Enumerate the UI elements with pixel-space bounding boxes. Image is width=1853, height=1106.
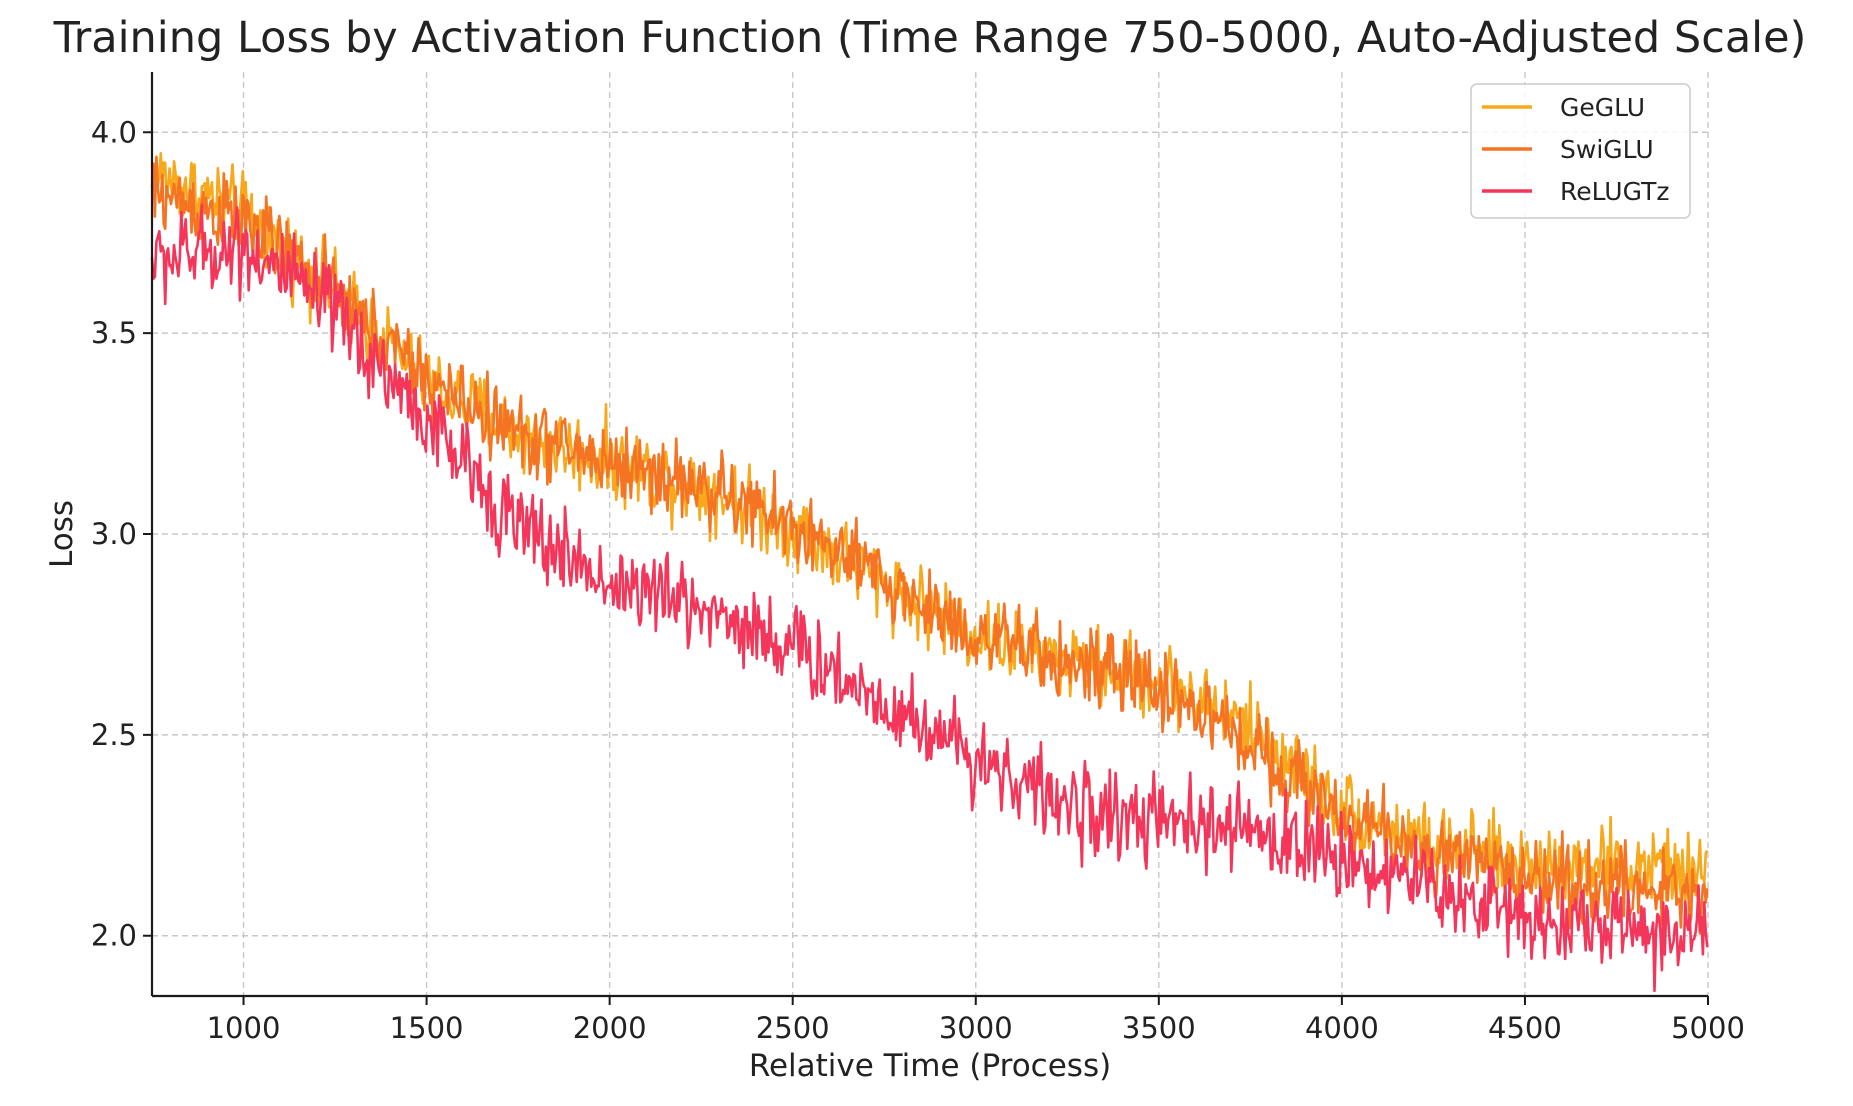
x-axis-label: Relative Time (Process)	[749, 1048, 1111, 1084]
legend-label-swiglu: SwiGLU	[1560, 135, 1654, 164]
y-tick-label: 2.5	[91, 718, 137, 752]
x-tick-label: 3000	[939, 1011, 1013, 1045]
x-tick-label: 1500	[390, 1011, 464, 1045]
ticks-layer: 1000 1500 2000 2500 3000 3500 4000 4500 5000 2.0 2…	[91, 115, 1745, 1045]
chart-title: Training Loss by Activation Function (Ti…	[53, 13, 1807, 63]
legend: GeGLU SwiGLU ReLUGTz	[1470, 83, 1691, 219]
series-line-geglu	[150, 152, 1709, 913]
x-tick-label: 5000	[1671, 1011, 1745, 1045]
legend-label-geglu: GeGLU	[1560, 93, 1645, 122]
x-tick-label: 1000	[207, 1011, 281, 1045]
legend-label-relugtz: ReLUGTz	[1560, 177, 1670, 206]
x-tick-label: 3500	[1122, 1011, 1196, 1045]
y-axis-label: Loss	[44, 500, 80, 568]
grid-layer	[152, 72, 1709, 996]
series-layer	[150, 152, 1709, 993]
y-tick-label: 4.0	[91, 115, 137, 149]
series-line-relugtz	[150, 203, 1709, 993]
y-tick-label: 3.5	[91, 316, 137, 350]
y-tick-label: 2.0	[91, 919, 137, 953]
x-tick-label: 2500	[756, 1011, 830, 1045]
x-tick-label: 4000	[1305, 1011, 1379, 1045]
y-tick-label: 3.0	[91, 517, 137, 551]
x-tick-label: 2000	[573, 1011, 647, 1045]
legend-box	[1470, 83, 1691, 219]
x-tick-label: 4500	[1488, 1011, 1562, 1045]
